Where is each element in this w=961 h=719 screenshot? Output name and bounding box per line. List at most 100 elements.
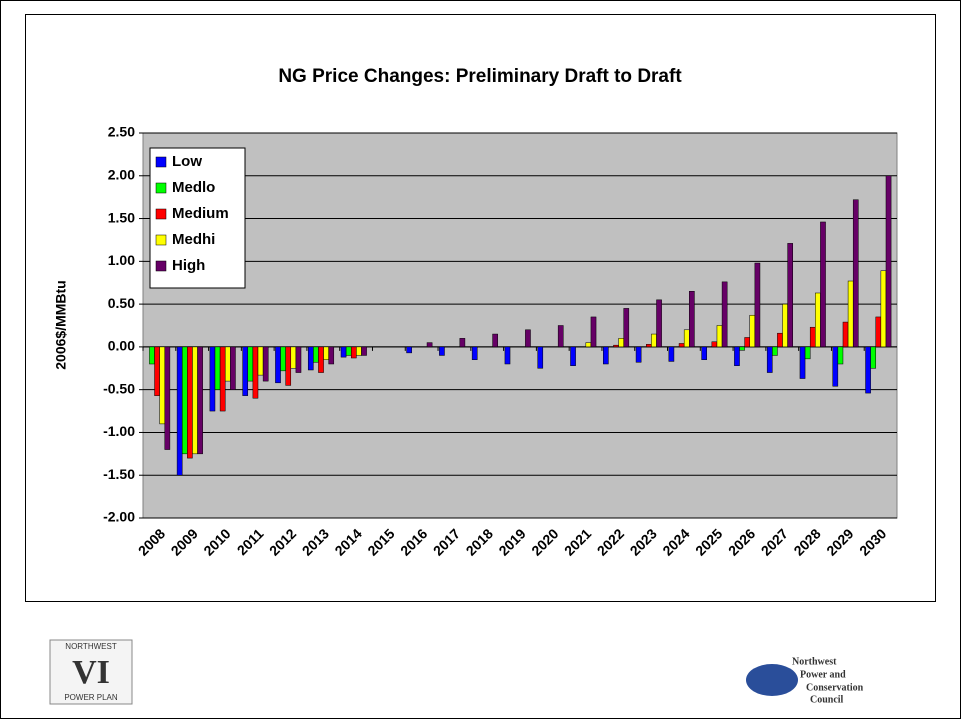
bar [504, 346, 511, 365]
bar [711, 341, 718, 348]
bar [832, 346, 839, 387]
bar [181, 346, 188, 455]
bar [754, 262, 761, 348]
bar [623, 308, 630, 348]
legend-swatch [155, 156, 167, 168]
bar [214, 346, 221, 390]
bar [804, 346, 811, 360]
bar [820, 221, 826, 348]
logo-text: Power and [800, 669, 846, 680]
bar [782, 303, 788, 348]
bar [340, 346, 347, 358]
bar [865, 346, 871, 394]
bar [875, 316, 882, 348]
bar [426, 342, 433, 348]
plot: 2.50 2.00 1.50 1.00 0.50 0.00 -0.50 -1.00 -1.50 -… [103, 124, 898, 559]
bar [350, 346, 357, 359]
bar [406, 346, 412, 354]
bar [656, 299, 662, 348]
bar [209, 346, 216, 412]
bar [842, 321, 849, 348]
bar [815, 292, 821, 348]
bar [716, 325, 723, 348]
bar [525, 329, 531, 348]
bar [280, 346, 286, 372]
bar [295, 346, 302, 373]
bar [734, 346, 740, 366]
bar [590, 316, 597, 348]
bar [219, 346, 226, 412]
bar [275, 346, 281, 384]
bar [885, 175, 892, 348]
bar [285, 346, 292, 386]
bar [701, 346, 707, 360]
bar [772, 346, 778, 356]
bar [197, 346, 203, 455]
bar [749, 314, 756, 348]
bar [224, 346, 231, 382]
bar [230, 346, 236, 390]
bar [683, 329, 690, 348]
bar [847, 280, 854, 348]
bar [242, 346, 249, 396]
y-tick-label: 1.50 [108, 209, 135, 225]
legend-label: Medlo [172, 179, 215, 196]
y-tick-label: -2.00 [103, 509, 135, 525]
y-tick-label: 2.00 [108, 166, 135, 182]
bar [809, 326, 816, 348]
bar [603, 346, 609, 365]
bar [678, 343, 685, 348]
legend-swatch [155, 234, 167, 246]
bar [154, 346, 160, 396]
bar [318, 346, 324, 373]
bar [439, 346, 445, 356]
legend-label: Medhi [172, 231, 215, 248]
bar [689, 291, 695, 348]
bar [721, 281, 728, 348]
bar [192, 346, 198, 455]
y-tick-label: 1.00 [108, 252, 135, 268]
bar [252, 346, 259, 399]
bar [361, 346, 367, 356]
bar [570, 346, 576, 366]
bar [290, 346, 297, 369]
bar [739, 346, 745, 351]
bar [187, 346, 193, 459]
bar [852, 199, 859, 348]
bar [799, 346, 806, 379]
logo-mark [746, 664, 798, 696]
chart-title: NG Price Changes: Preliminary Draft to D… [278, 66, 682, 87]
logo-text: POWER PLAN [64, 693, 118, 702]
legend-label: High [172, 257, 205, 274]
bar [257, 346, 264, 376]
bar [159, 346, 166, 425]
bar [149, 346, 155, 365]
bar [646, 344, 652, 348]
logo-text: NORTHWEST [65, 642, 117, 651]
bar [585, 342, 592, 348]
logo-text: VI [72, 654, 110, 691]
bar [766, 346, 773, 373]
bar [537, 346, 544, 369]
y-tick-label: -1.00 [103, 423, 135, 439]
bar [787, 243, 794, 348]
bar [635, 346, 642, 363]
bar [613, 344, 619, 348]
bar [777, 332, 783, 348]
bar [459, 338, 466, 348]
y-tick-label: 0.50 [108, 295, 135, 311]
bar [307, 346, 314, 371]
logo-text: Council [810, 694, 844, 705]
bar [492, 333, 498, 348]
bar [618, 338, 624, 348]
logo-box [49, 639, 133, 705]
logo-text: Northwest [792, 656, 837, 667]
bar [880, 270, 887, 348]
y-tick-label: 2.50 [108, 124, 135, 140]
logo-left: NORTHWEST VI POWER PLAN [49, 639, 133, 705]
bar [651, 333, 657, 348]
bar [247, 346, 254, 382]
legend-label: Medium [172, 205, 229, 222]
bar [668, 346, 675, 362]
